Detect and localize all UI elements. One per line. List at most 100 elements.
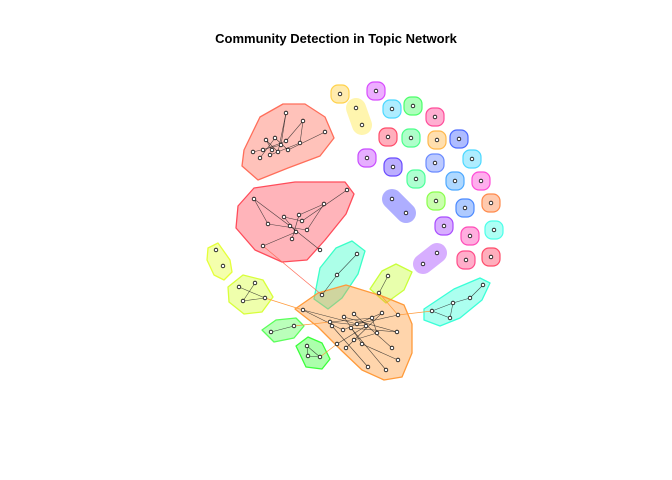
pair-node-0-1 [359,122,365,128]
node-orange-1-21 [395,357,401,363]
node-teal-1-1 [354,251,360,257]
node-teal-2-2 [450,300,456,306]
node-green-2-0 [304,343,310,349]
node-red-1-2 [263,137,269,143]
node-green-1-1 [291,323,297,329]
node-red-2-12 [317,247,323,253]
singleton-node-16 [433,198,439,204]
edge-teal-2-53 [449,302,454,319]
node-teal-2-1 [467,295,473,301]
community-hull-teal-1 [313,240,366,310]
node-orange-1-12 [374,330,380,336]
edge-teal-1-30 [336,253,358,276]
node-orange-1-7 [354,321,360,327]
edge-orange-1-45 [329,321,367,327]
singleton-node-0 [337,91,343,97]
edge-red-2-14 [291,214,300,240]
edge-orange-1-33 [302,309,344,331]
edge-orange-1-37 [331,325,369,368]
edge-green-2-27 [306,345,321,358]
node-red-2-8 [299,218,305,224]
pair-node-2-0 [420,261,426,267]
node-orange-1-20 [383,367,389,373]
edge-teal-1-31 [321,274,338,296]
node-orange-1-4 [329,323,335,329]
node-red-2-7 [293,229,299,235]
node-red-2-3 [321,201,327,207]
node-red-2-11 [260,243,266,249]
network-nodes [213,88,497,373]
node-yellow-2-2 [240,298,246,304]
node-red-1-13 [257,155,263,161]
edge-orange-1-49 [350,327,398,333]
edge-red-2-22 [298,203,325,216]
community-hull-red-1 [241,103,335,181]
community-hulls [206,81,504,381]
node-yellow-2-1 [252,280,258,286]
node-teal-2-3 [429,308,435,314]
node-yellow-1-1 [220,263,226,269]
node-lime-1-0 [376,290,382,296]
node-orange-1-6 [348,325,354,331]
node-orange-1-11 [395,312,401,318]
singleton-node-20 [467,233,473,239]
singleton-node-18 [488,200,494,206]
community-hull-yellow-2 [227,274,274,315]
edge-red-1-2 [265,139,279,153]
node-red-1-7 [267,152,273,158]
node-yellow-2-3 [262,295,268,301]
node-red-1-14 [283,138,289,144]
node-red-1-10 [297,140,303,146]
pair-node-1-1 [403,210,409,216]
edge-red-2-20 [283,216,303,222]
edge-orange-1-39 [356,314,399,325]
node-orange-1-10 [379,310,385,316]
singleton-node-10 [390,164,396,170]
singleton-node-22 [463,257,469,263]
node-orange-1-9 [369,315,375,321]
edge-red-1-7 [259,137,276,159]
pair-community-fill-0 [346,98,372,135]
node-teal-2-4 [447,315,453,321]
pair-node-1-0 [389,196,395,202]
singleton-node-8 [456,136,462,142]
node-orange-1-17 [343,345,349,351]
node-red-2-9 [304,227,310,233]
pair-node-2-1 [434,250,440,256]
community-hull-yellow-1 [206,242,233,281]
edge-orange-1-47 [371,317,378,334]
singleton-node-5 [385,134,391,140]
node-red-1-9 [285,147,291,153]
edge-red-2-12 [253,198,269,225]
edge-red-2-15 [306,203,325,231]
edge-yellow-2-23 [238,286,266,299]
node-lime-1-1 [385,273,391,279]
node-red-1-5 [269,147,275,153]
edge-red-2-18 [289,225,321,251]
node-orange-1-18 [351,337,357,343]
node-orange-1-19 [359,341,365,347]
node-red-2-6 [287,223,293,229]
singleton-node-2 [389,106,395,112]
edge-green-1-26 [270,325,295,333]
node-red-2-2 [296,212,302,218]
edge-teal-2-52 [431,302,454,312]
node-green-1-0 [268,329,274,335]
node-red-2-0 [251,196,257,202]
node-yellow-1-0 [213,247,219,253]
edge-orange-1-42 [353,332,378,341]
singleton-node-21 [491,227,497,233]
singleton-node-17 [462,205,468,211]
chart-title: Community Detection in Topic Network [215,31,457,46]
edge-orange-1-36 [353,313,393,349]
community-hull-orange-1 [294,284,413,381]
edge-red-1-11 [285,120,304,142]
node-orange-1-15 [365,364,371,370]
singleton-node-23 [488,254,494,260]
singleton-node-19 [441,223,447,229]
node-orange-1-5 [340,327,346,333]
node-orange-1-13 [394,329,400,335]
pair-node-0-0 [353,105,359,111]
edge-yellow-2-25 [242,297,266,302]
node-red-2-4 [344,187,350,193]
